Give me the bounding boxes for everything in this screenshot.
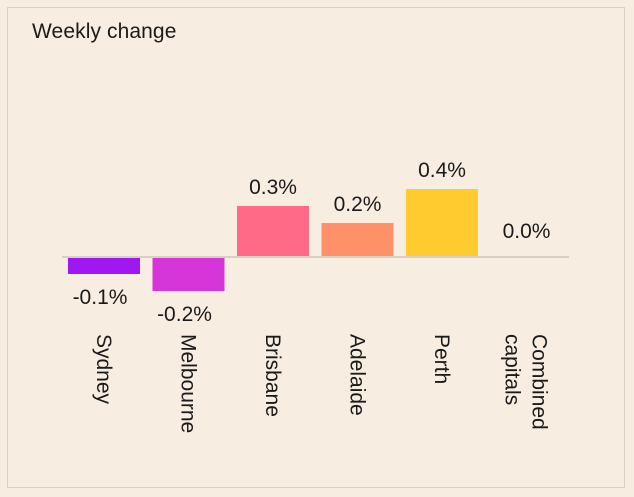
category-label-combined-capitals-line-1: Combined <box>528 334 551 430</box>
category-label-adelaide: Adelaide <box>346 334 369 416</box>
bar-melbourne <box>152 257 225 291</box>
value-label-sydney: -0.1% <box>73 286 128 309</box>
category-label-perth: Perth <box>430 334 453 384</box>
category-label-brisbane: Brisbane <box>261 334 284 417</box>
value-label-adelaide: 0.2% <box>334 193 382 216</box>
bar-sydney <box>68 257 140 274</box>
category-label-sydney: Sydney <box>92 334 115 405</box>
value-label-melbourne: -0.2% <box>157 303 212 326</box>
bar-brisbane <box>237 206 309 257</box>
bar-perth <box>406 189 478 257</box>
chart-title: Weekly change <box>32 20 177 43</box>
category-label-combined-capitals-line-2: capitals <box>501 334 524 405</box>
bar-adelaide <box>321 223 394 257</box>
chart-panel <box>7 7 625 488</box>
value-label-combined-capitals: 0.0% <box>503 220 551 243</box>
category-label-melbourne: Melbourne <box>177 334 200 433</box>
value-label-brisbane: 0.3% <box>249 176 297 199</box>
value-label-perth: 0.4% <box>418 159 466 182</box>
